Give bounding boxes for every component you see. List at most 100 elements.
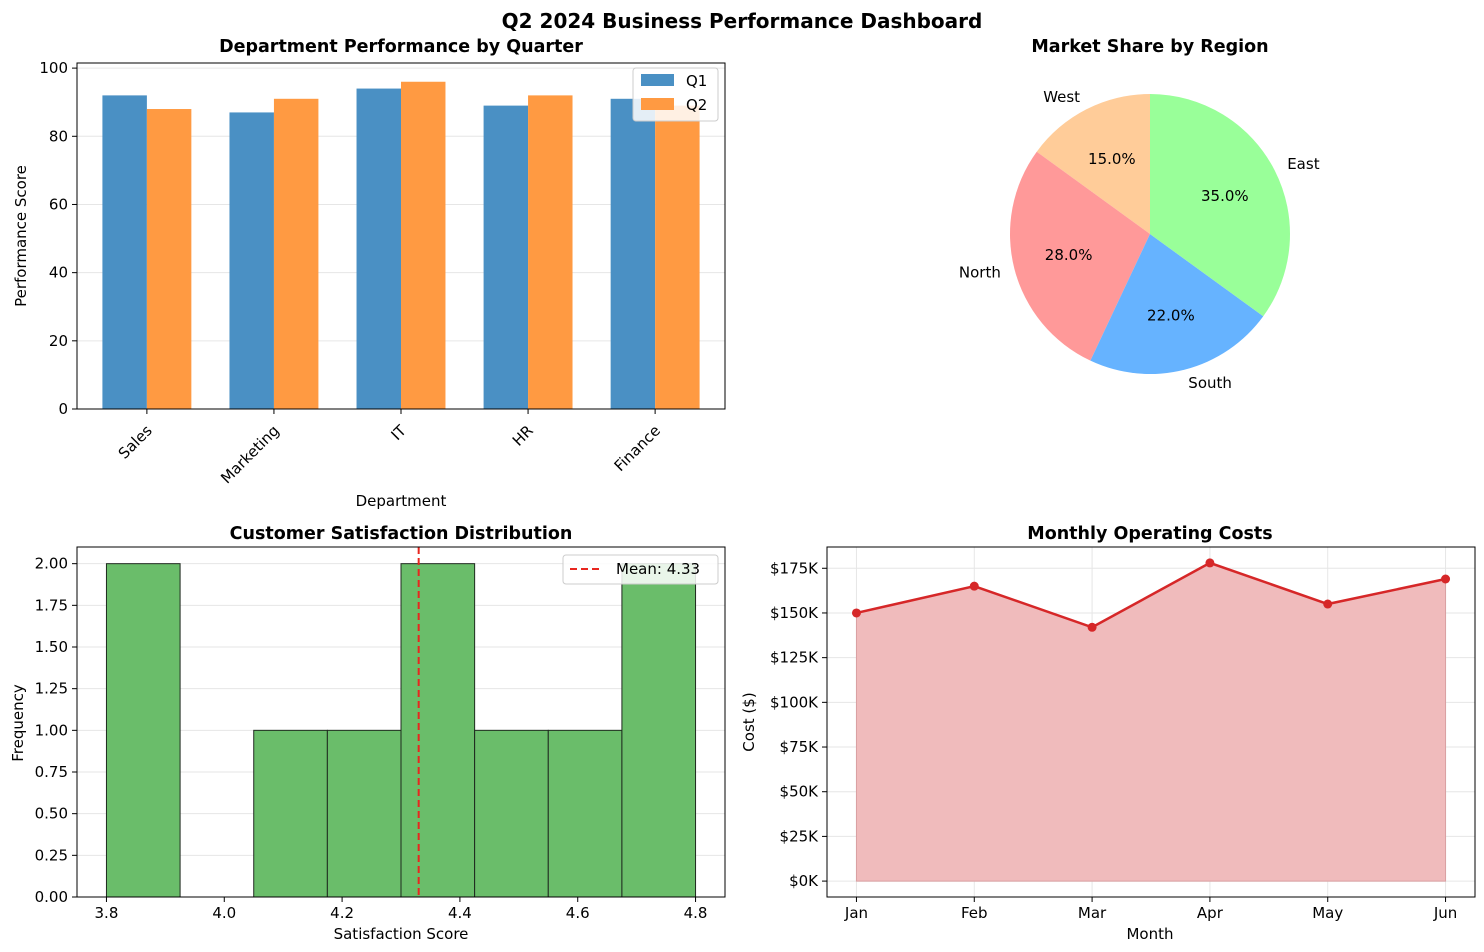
bar-q2 [146, 109, 192, 409]
y-tick-label: 0.75 [35, 763, 68, 781]
slice-percent-label: 35.0% [1201, 187, 1249, 205]
legend-swatch [641, 98, 674, 110]
legend: Mean: 4.33 [562, 554, 719, 585]
chart-title: Customer Satisfaction Distribution [230, 524, 573, 544]
legend-entry: Mean: 4.33 [616, 560, 700, 578]
dashboard-title: Q2 2024 Business Performance Dashboard [502, 9, 983, 33]
y-tick-label: 0.25 [35, 846, 68, 864]
legend-entry: Q2 [686, 96, 707, 114]
histogram-bar [621, 563, 697, 898]
x-tick-label: May [1312, 904, 1343, 922]
chart-title: Market Share by Region [1031, 37, 1268, 57]
department-performance-chart: Department Performance by Quarter Depart… [12, 37, 726, 510]
x-tick-label: 4.2 [330, 904, 354, 922]
x-tick-label: Finance [611, 422, 664, 475]
market-share-chart: Market Share by Region 15.0% West 28.0% Nor… [959, 37, 1320, 392]
y-tick-label: 0.00 [35, 888, 68, 906]
pie-slice-south [1090, 234, 1264, 374]
bar-q1 [356, 88, 401, 410]
y-tick-label: 0.50 [35, 805, 68, 823]
histogram-bar [253, 729, 328, 898]
y-tick-label: 1.75 [35, 596, 68, 614]
bar-q1 [483, 105, 529, 409]
pie-slice-west [1036, 94, 1150, 234]
slice-label: South [1188, 374, 1232, 392]
slice-label: North [959, 263, 1001, 281]
data-point [1205, 558, 1215, 568]
data-point [1323, 599, 1333, 609]
x-axis-label: Month [1126, 925, 1173, 943]
x-tick-label: Mar [1078, 904, 1107, 922]
slice-percent-label: 22.0% [1147, 306, 1195, 324]
x-tick-label: HR [509, 422, 537, 450]
y-tick-label: 60 [49, 195, 68, 213]
y-tick-label: 80 [49, 127, 68, 145]
bar-q1 [610, 98, 656, 410]
legend-box [562, 554, 719, 585]
y-tick-label: $25K [780, 827, 820, 845]
x-tick-label: 4.8 [684, 904, 708, 922]
y-tick-label: $175K [770, 559, 819, 577]
y-tick-label: $50K [780, 783, 820, 801]
pie-slice-east [1150, 94, 1290, 317]
y-tick-label: 1.00 [35, 721, 68, 739]
slice-percent-label: 28.0% [1045, 246, 1093, 264]
histogram-bar [474, 729, 549, 898]
histogram-bar [400, 563, 476, 898]
bar-q2 [528, 95, 573, 409]
bar-q1 [102, 95, 147, 409]
x-tick-label: Marketing [217, 422, 283, 488]
pie-slice-north [1010, 151, 1150, 361]
area-fill [855, 562, 1447, 882]
y-axis-label: Cost ($) [740, 692, 758, 751]
y-tick-label: 1.50 [35, 638, 68, 656]
x-tick-label: 4.4 [448, 904, 472, 922]
slice-percent-label: 15.0% [1088, 150, 1136, 168]
y-axis-label: Performance Score [12, 165, 30, 307]
slice-label: East [1287, 155, 1319, 173]
x-tick-label: 4.0 [212, 904, 236, 922]
x-tick-label: Apr [1197, 904, 1224, 922]
x-tick-label: Sales [115, 421, 156, 462]
chart-title: Department Performance by Quarter [219, 37, 583, 57]
series-line [856, 561, 1446, 629]
y-axis-label: Frequency [9, 684, 27, 762]
histogram-bar [326, 729, 402, 898]
x-tick-label: IT [387, 421, 410, 444]
y-tick-label: $150K [770, 604, 819, 622]
bar-q2 [655, 105, 700, 409]
bar-q1 [229, 112, 274, 409]
x-axis-label: Satisfaction Score [334, 925, 469, 943]
plot-frame [76, 546, 726, 898]
y-tick-label: 2.00 [35, 555, 68, 573]
legend: Q1 Q2 [632, 67, 719, 122]
data-point [969, 581, 979, 591]
slice-label: West [1043, 88, 1080, 106]
y-tick-label: $125K [770, 649, 819, 667]
y-tick-label: 40 [49, 264, 68, 282]
satisfaction-histogram: Customer Satisfaction Distribution Satis… [9, 524, 726, 943]
y-tick-label: $100K [770, 693, 819, 711]
chart-title: Monthly Operating Costs [1027, 524, 1272, 544]
histogram-bar [105, 563, 181, 898]
bar-q2 [273, 98, 319, 410]
legend-swatch [641, 74, 674, 86]
y-tick-label: 1.25 [35, 680, 68, 698]
legend-entry: Q1 [686, 72, 707, 90]
x-tick-label: Jan [844, 904, 868, 922]
x-tick-label: 3.8 [95, 904, 119, 922]
y-tick-label: 20 [49, 332, 68, 350]
y-tick-label: 0 [58, 400, 68, 418]
data-point [851, 608, 861, 618]
y-tick-label: $0K [789, 872, 819, 890]
y-tick-label: 100 [39, 59, 68, 77]
y-tick-label: $75K [780, 738, 820, 756]
histogram-bar [547, 729, 623, 898]
data-point [1087, 622, 1097, 632]
x-axis-label: Department [356, 492, 447, 510]
x-tick-label: Feb [961, 904, 988, 922]
x-tick-label: Jun [1433, 904, 1457, 922]
bar-q2 [401, 81, 446, 409]
data-point [1441, 574, 1451, 584]
